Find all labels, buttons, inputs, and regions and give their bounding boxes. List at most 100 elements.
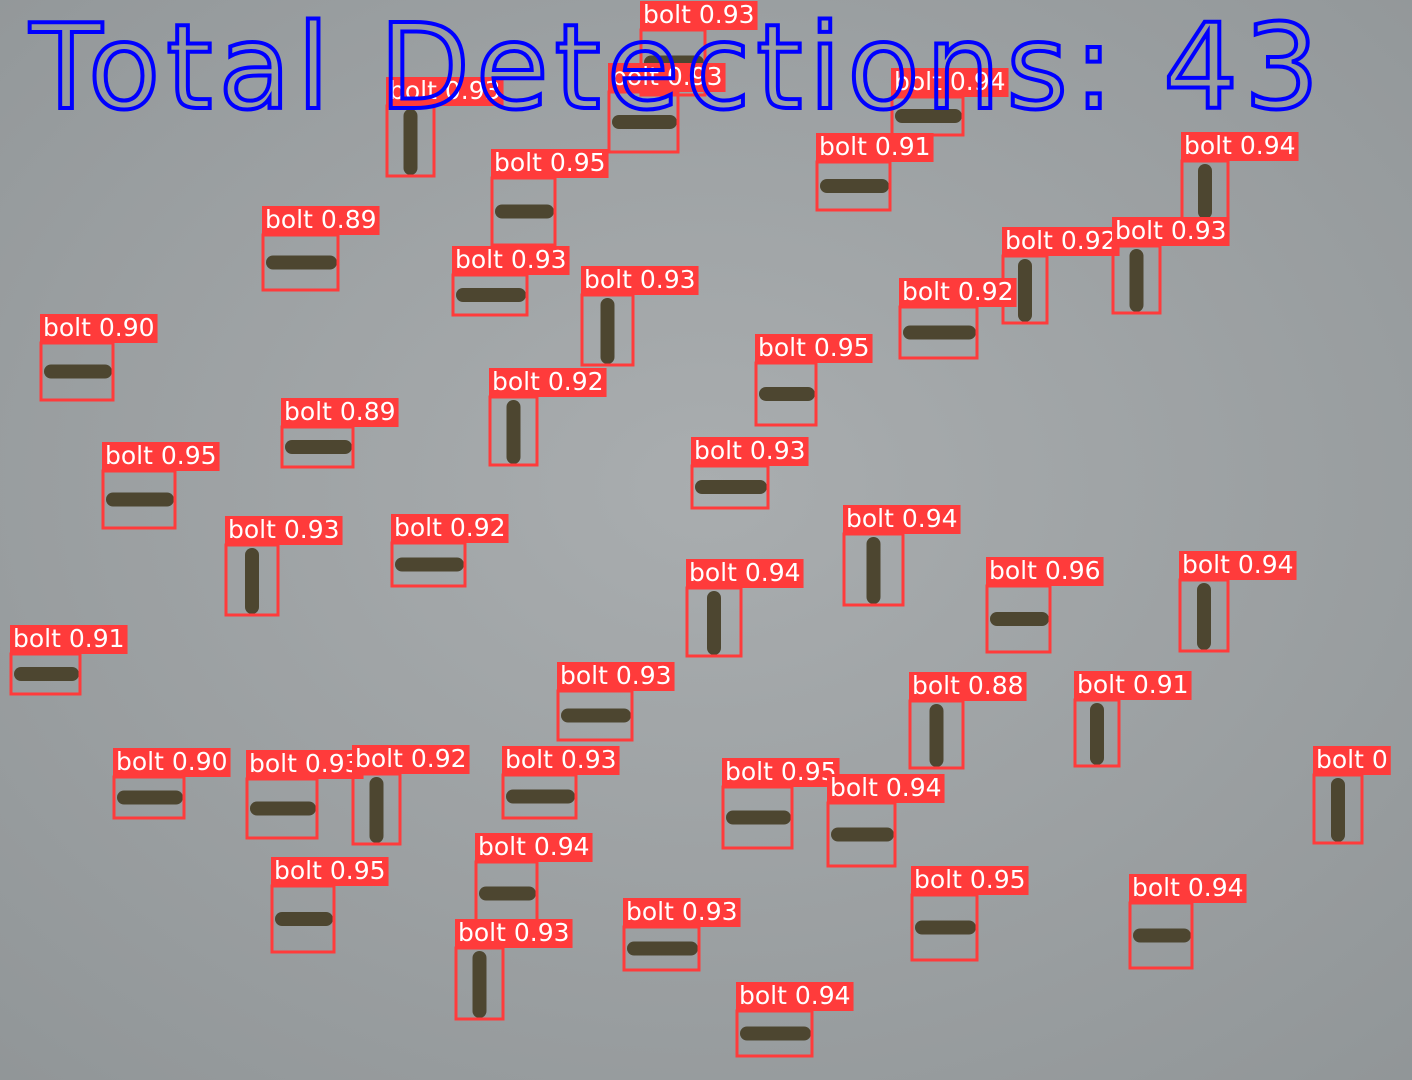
label-background [113,748,231,777]
detection: bolt 0.95 [754,333,873,427]
detection-label: bolt 0.94 [1182,550,1294,579]
detection: bolt 0.93 [451,245,570,317]
detection-label: bolt 0.93 [626,897,738,926]
label-background [691,437,809,466]
label-background [911,866,1029,895]
label-background [909,672,1027,701]
detection: bolt 0.93 [245,749,364,840]
detection-label: bolt 0.93 [643,0,755,29]
detection-label: bolt 0.93 [694,436,806,465]
detection-label: bolt 0.90 [116,747,228,776]
detection: bolt 0.94 [842,504,961,607]
label-background [1002,227,1120,256]
detection: bolt 0.94 [474,832,593,927]
detection: bolt 0 [1312,745,1391,845]
detection-label: bolt 0 [1316,745,1388,774]
label-background [843,505,961,534]
detection: bolt 0.93 [622,897,741,972]
label-background [352,745,470,774]
detection-label: bolt 0.94 [894,67,1006,96]
label-background [102,442,220,471]
detection: bolt 0.95 [721,757,840,850]
detection: bolt 0.95 [101,441,220,530]
detection: bolt 0.93 [639,0,758,97]
label-background [1181,132,1299,161]
detection-label: bolt 0.94 [689,558,801,587]
label-background [640,1,758,30]
detection: bolt 0.94 [685,558,804,658]
detection-label: bolt 0.93 [584,265,696,294]
detection: bolt 0.94 [735,981,854,1058]
detection-label: bolt 0.90 [43,313,155,342]
detection-label: bolt 0.93 [228,515,340,544]
label-background [1179,551,1297,580]
detection: bolt 0.93 [224,515,343,617]
detection-label: bolt 0.94 [478,832,590,861]
label-background [225,516,343,545]
detection-label: bolt 0.91 [13,624,125,653]
label-background [502,746,620,775]
label-background [816,133,934,162]
detection: bolt 0.93 [580,265,699,367]
detection: bolt 0.94 [826,773,945,868]
detection-label: bolt 0.95 [105,441,217,470]
label-background [455,919,573,948]
detection: bolt 0.95 [910,865,1029,962]
detection-label: bolt 0.94 [739,981,851,1010]
detection-label: bolt 0.96 [989,556,1101,585]
detection-label: bolt 0.92 [394,513,506,542]
detection: bolt 0.93 [501,745,620,820]
detection-label: bolt 0.93 [505,745,617,774]
detection-label: bolt 0.92 [902,277,1014,306]
detection: bolt 0.93 [690,436,809,510]
label-background [986,557,1104,586]
detection-label: bolt 0.94 [846,504,958,533]
detection: bolt 0.91 [1073,670,1192,768]
detection-label: bolt 0.92 [355,744,467,773]
detection: bolt 0.95 [490,148,609,247]
label-background [899,278,1017,307]
label-background [10,625,128,654]
detection: bolt 0.89 [261,205,380,292]
label-background [1313,746,1391,775]
detection-label: bolt 0.95 [758,333,870,362]
label-background [281,398,399,427]
detection-label: bolt 0.94 [1184,131,1296,160]
label-background [686,559,804,588]
label-background [1074,671,1192,700]
detection: bolt 0.89 [280,397,399,469]
detection: bolt 0.93 [385,76,504,178]
label-background [452,246,570,275]
detection: bolt 0.93 [556,661,675,742]
label-background [755,334,873,363]
detection-label: bolt 0.92 [492,367,604,396]
label-background [608,63,726,92]
detection-label: bolt 0.91 [1077,670,1189,699]
label-background [246,750,364,779]
detection: bolt 0.93 [454,918,573,1021]
overlay-text: Total Detections: 43 [29,0,1325,136]
detection: bolt 0.94 [1180,131,1299,222]
detection-label: bolt 0.94 [830,773,942,802]
detection: bolt 0.92 [351,744,470,846]
detection: bolt 0.90 [112,747,231,820]
detection-label: bolt 0.95 [494,148,606,177]
label-background [891,68,1009,97]
detection-label: bolt 0.95 [274,856,386,885]
label-background [262,206,380,235]
label-background [581,266,699,295]
detection: bolt 0.91 [815,132,934,212]
label-background [391,514,509,543]
detection: bolt 0.92 [390,513,509,588]
detection-label: bolt 0.95 [725,757,837,786]
detection-label: bolt 0.93 [249,749,361,778]
detection: bolt 0.92 [488,367,607,467]
label-background [1112,217,1230,246]
detection-label: bolt 0.93 [611,62,723,91]
detection-label: bolt 0.88 [912,671,1024,700]
label-background [475,833,593,862]
detection: bolt 0.93 [1111,216,1230,315]
